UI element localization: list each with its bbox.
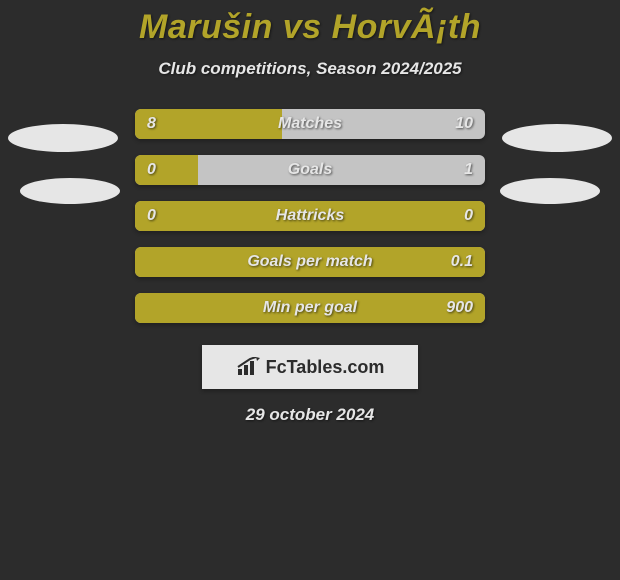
- stat-bar: 900 Min per goal: [135, 293, 485, 323]
- bar-stat-name: Min per goal: [263, 299, 357, 317]
- bar-stat-name: Hattricks: [276, 207, 344, 225]
- page-title: Marušin vs HorvÃ¡th: [0, 0, 620, 47]
- bar-value-left: 8: [147, 115, 156, 133]
- bar-value-left: 0: [147, 161, 156, 179]
- bar-value-right: 1: [464, 161, 473, 179]
- stat-bar: 0 0 Hattricks: [135, 201, 485, 231]
- stat-bar: 0 1 Goals: [135, 155, 485, 185]
- logo-text: FcTables.com: [266, 357, 385, 378]
- bar-value-left: 0: [147, 207, 156, 225]
- page-subtitle: Club competitions, Season 2024/2025: [0, 59, 620, 79]
- page-root: Marušin vs HorvÃ¡th Club competitions, S…: [0, 0, 620, 580]
- bar-stat-name: Goals per match: [247, 253, 372, 271]
- stat-bar: 8 10 Matches: [135, 109, 485, 139]
- bar-fill-left: [135, 155, 198, 185]
- bars-section: 8 10 Matches 0 1 Goals 0 0 Hattricks 0.1 Goals per…: [0, 109, 620, 425]
- bars-container: 8 10 Matches 0 1 Goals 0 0 Hattricks 0.1 Goals per…: [135, 109, 485, 323]
- footer-date: 29 october 2024: [0, 405, 620, 425]
- bar-stat-name: Goals: [288, 161, 332, 179]
- logo-box: FcTables.com: [202, 345, 418, 389]
- bar-value-right: 0: [464, 207, 473, 225]
- bar-value-right: 0.1: [451, 253, 473, 271]
- bar-value-right: 10: [455, 115, 473, 133]
- bar-value-right: 900: [446, 299, 473, 317]
- barchart-icon: [236, 357, 262, 377]
- bar-fill-left: [135, 109, 282, 139]
- stat-bar: 0.1 Goals per match: [135, 247, 485, 277]
- bar-stat-name: Matches: [278, 115, 342, 133]
